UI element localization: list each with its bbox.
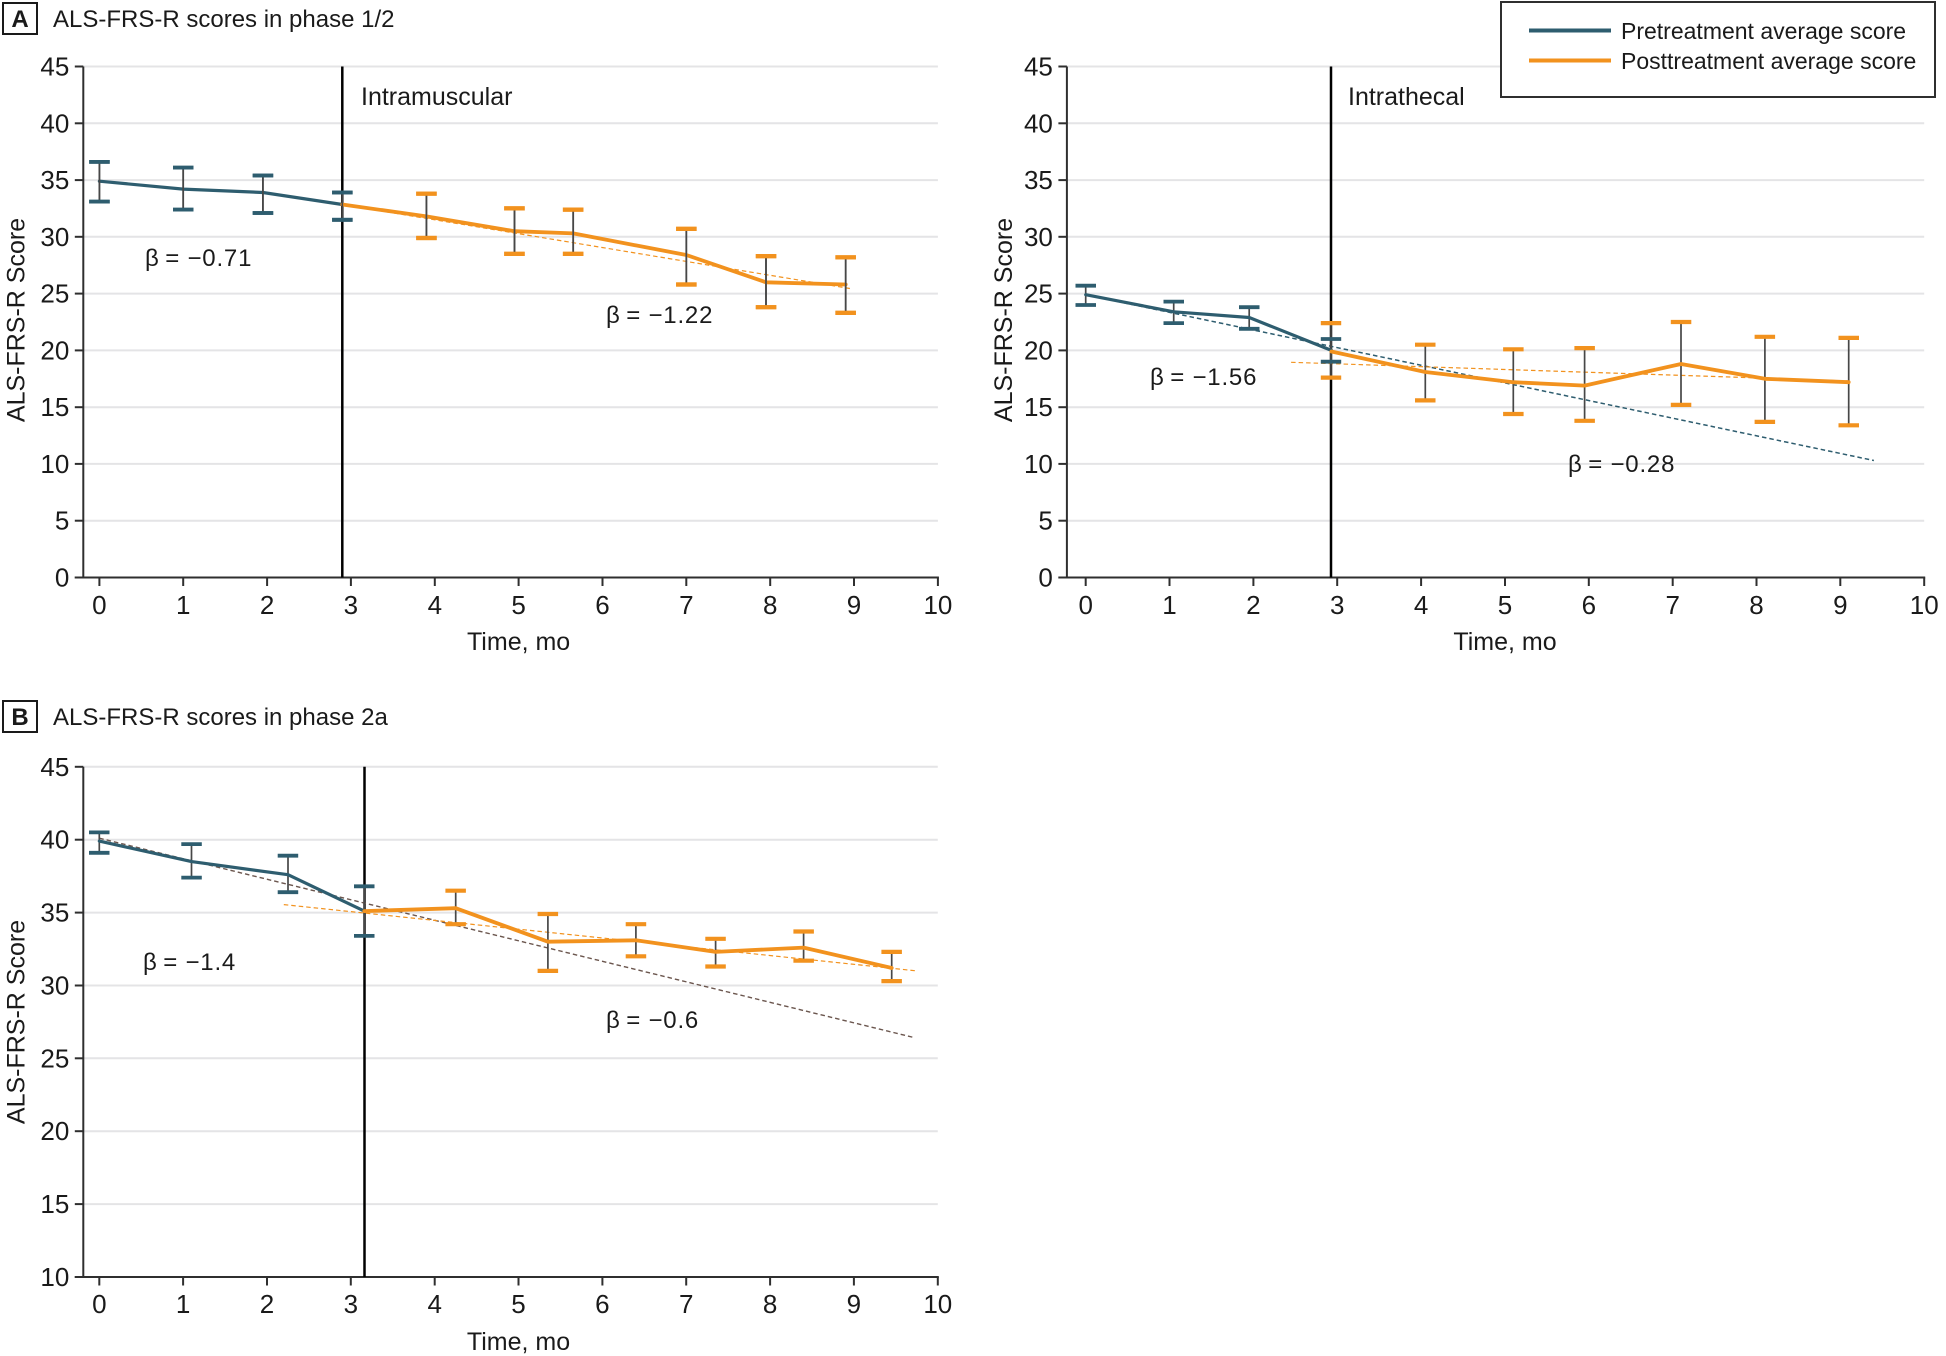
svg-text:10: 10 (923, 590, 952, 620)
svg-text:1: 1 (176, 1289, 190, 1319)
svg-text:Time, mo: Time, mo (467, 1328, 570, 1356)
svg-text:7: 7 (1665, 590, 1679, 620)
svg-text:3: 3 (1330, 590, 1344, 620)
svg-text:40: 40 (40, 108, 69, 138)
svg-text:9: 9 (847, 1289, 861, 1319)
svg-text:0: 0 (1078, 590, 1092, 620)
svg-text:15: 15 (40, 1189, 69, 1219)
svg-text:10: 10 (40, 1262, 69, 1292)
svg-text:6: 6 (595, 590, 609, 620)
svg-text:1: 1 (176, 590, 190, 620)
svg-text:15: 15 (40, 392, 69, 422)
svg-text:45: 45 (40, 752, 69, 782)
svg-text:β = −1.4: β = −1.4 (143, 949, 236, 976)
svg-text:7: 7 (679, 1289, 693, 1319)
svg-text:5: 5 (511, 590, 525, 620)
svg-text:8: 8 (1749, 590, 1763, 620)
svg-text:β = −1.22: β = −1.22 (606, 302, 713, 329)
svg-text:4: 4 (428, 590, 442, 620)
svg-text:ALS-FRS-R Score: ALS-FRS-R Score (990, 218, 1018, 422)
svg-text:45: 45 (40, 52, 69, 82)
svg-text:0: 0 (92, 1289, 106, 1319)
svg-text:9: 9 (847, 590, 861, 620)
svg-text:25: 25 (1024, 279, 1053, 309)
svg-text:40: 40 (1024, 108, 1053, 138)
svg-text:B: B (11, 704, 28, 731)
svg-text:β = −0.71: β = −0.71 (145, 245, 252, 272)
svg-text:3: 3 (344, 1289, 358, 1319)
svg-text:0: 0 (1038, 563, 1052, 593)
svg-text:10: 10 (1910, 590, 1939, 620)
svg-text:ALS-FRS-R scores in phase 1/2: ALS-FRS-R scores in phase 1/2 (53, 6, 394, 33)
svg-text:β = −0.6: β = −0.6 (606, 1007, 699, 1034)
svg-text:β = −0.28: β = −0.28 (1568, 451, 1675, 478)
svg-text:ALS-FRS-R Score: ALS-FRS-R Score (3, 218, 31, 422)
svg-text:Posttreatment average score: Posttreatment average score (1621, 48, 1916, 74)
svg-text:5: 5 (1498, 590, 1512, 620)
svg-text:8: 8 (763, 1289, 777, 1319)
svg-text:45: 45 (1024, 52, 1053, 82)
svg-text:9: 9 (1833, 590, 1847, 620)
svg-text:4: 4 (1414, 590, 1428, 620)
svg-text:35: 35 (40, 898, 69, 928)
svg-text:15: 15 (1024, 392, 1053, 422)
svg-text:10: 10 (1024, 449, 1053, 479)
svg-text:6: 6 (1582, 590, 1596, 620)
svg-text:40: 40 (40, 825, 69, 855)
svg-text:Time, mo: Time, mo (467, 628, 570, 656)
svg-text:β = −1.56: β = −1.56 (1150, 364, 1257, 391)
svg-text:ALS-FRS-R Score: ALS-FRS-R Score (3, 920, 31, 1124)
svg-text:20: 20 (40, 1116, 69, 1146)
svg-text:1: 1 (1162, 590, 1176, 620)
svg-text:5: 5 (1038, 506, 1052, 536)
svg-text:30: 30 (40, 971, 69, 1001)
svg-text:6: 6 (595, 1289, 609, 1319)
svg-text:0: 0 (55, 563, 69, 593)
svg-text:5: 5 (55, 506, 69, 536)
svg-text:8: 8 (763, 590, 777, 620)
svg-text:35: 35 (1024, 165, 1053, 195)
svg-text:2: 2 (1246, 590, 1260, 620)
svg-text:A: A (11, 6, 28, 33)
svg-text:4: 4 (427, 1289, 441, 1319)
svg-text:35: 35 (40, 165, 69, 195)
svg-text:3: 3 (344, 590, 358, 620)
svg-text:25: 25 (40, 279, 69, 309)
svg-text:Time, mo: Time, mo (1453, 628, 1556, 656)
svg-text:30: 30 (40, 222, 69, 252)
svg-text:Intrathecal: Intrathecal (1348, 83, 1465, 111)
svg-text:5: 5 (511, 1289, 525, 1319)
svg-text:25: 25 (40, 1043, 69, 1073)
svg-text:20: 20 (1024, 335, 1053, 365)
svg-text:20: 20 (40, 335, 69, 365)
svg-text:10: 10 (40, 449, 69, 479)
svg-text:0: 0 (92, 590, 106, 620)
svg-text:Pretreatment average score: Pretreatment average score (1621, 18, 1906, 44)
svg-text:ALS-FRS-R scores in phase 2a: ALS-FRS-R scores in phase 2a (53, 704, 388, 731)
svg-text:30: 30 (1024, 222, 1053, 252)
svg-text:7: 7 (679, 590, 693, 620)
svg-text:2: 2 (260, 1289, 274, 1319)
svg-text:2: 2 (260, 590, 274, 620)
svg-text:10: 10 (923, 1289, 952, 1319)
svg-text:Intramuscular: Intramuscular (361, 83, 512, 111)
